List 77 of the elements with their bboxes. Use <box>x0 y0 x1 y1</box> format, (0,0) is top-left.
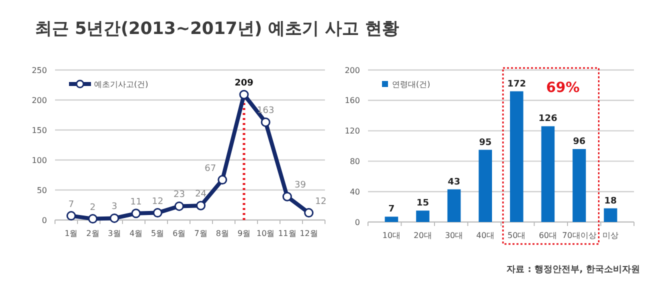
chart-title: 최근 5년간(2013~2017년) 예초기 사고 현황 <box>35 19 399 39</box>
point <box>152 208 162 218</box>
y-tick-label: 250 <box>32 66 47 75</box>
x-tick-label: 40대 <box>476 231 494 240</box>
y-tick-label: 150 <box>32 126 47 135</box>
x-tick-label: 3월 <box>108 229 121 238</box>
x-tick-label: 11월 <box>278 229 296 238</box>
x-tick-label: 12월 <box>300 229 318 238</box>
x-tick-label: 50대 <box>508 231 526 240</box>
bar <box>416 210 430 222</box>
x-tick-label: 4월 <box>129 229 143 238</box>
data-label: 95 <box>479 138 492 148</box>
x-tick-label: 7월 <box>194 229 208 238</box>
y-tick-label: 80 <box>350 157 360 166</box>
legend-label: 연령대(건) <box>392 80 430 89</box>
data-label: 3 <box>112 202 118 212</box>
point <box>218 175 228 185</box>
bar <box>478 150 492 222</box>
data-label: 11 <box>130 197 142 208</box>
point <box>239 90 249 100</box>
data-label: 23 <box>173 190 185 200</box>
point <box>282 192 292 202</box>
annotation: 69% <box>546 80 580 96</box>
y-tick-label: 160 <box>344 96 360 106</box>
x-tick-label: 30대 <box>444 231 464 240</box>
bar <box>384 216 398 222</box>
data-label: 15 <box>416 198 430 209</box>
x-tick-label: 5월 <box>151 229 164 238</box>
point <box>304 208 314 218</box>
data-label: 7 <box>68 200 74 210</box>
data-label: 209 <box>234 78 254 89</box>
data-label: 96 <box>572 137 586 148</box>
point <box>260 117 270 127</box>
data-label: 172 <box>507 79 526 90</box>
point <box>174 201 184 211</box>
x-tick-label: 20대 <box>414 231 432 240</box>
x-tick-label: 10월 <box>256 229 275 238</box>
x-tick-label: 미상 <box>602 231 619 240</box>
data-label: 12 <box>152 196 164 207</box>
y-tick-label: 40 <box>350 187 360 196</box>
x-tick-label: 2월 <box>86 229 100 238</box>
y-tick-label: 50 <box>36 186 47 195</box>
point <box>66 211 76 221</box>
legend-label: 예초기사고(건) <box>94 80 148 89</box>
bar <box>447 189 461 222</box>
point <box>88 214 98 224</box>
data-label: 12 <box>315 196 327 207</box>
bar <box>604 208 618 222</box>
x-tick-label: 8월 <box>216 229 229 238</box>
data-label: 18 <box>604 196 617 206</box>
x-tick-label: 6월 <box>172 229 186 238</box>
y-tick-label: 200 <box>344 66 360 75</box>
point <box>131 208 141 218</box>
data-label: 43 <box>448 177 460 188</box>
data-label: 126 <box>538 114 558 124</box>
x-tick-label: 1월 <box>64 229 78 238</box>
text: 자료 : 행정안전부, 한국소비자원 <box>506 265 640 275</box>
y-tick-label: 120 <box>344 126 360 136</box>
data-label: 24 <box>195 190 207 200</box>
data-label: 39 <box>294 180 306 191</box>
y-tick-label: 0 <box>42 216 47 225</box>
point <box>196 200 206 210</box>
y-tick-label: 100 <box>32 156 47 165</box>
y-tick-label: 200 <box>32 96 47 105</box>
data-label: 163 <box>257 106 274 116</box>
x-tick-label: 70대이상 <box>562 231 596 240</box>
point <box>110 213 120 223</box>
data-label: 2 <box>90 202 96 213</box>
x-tick-label: 10대 <box>382 231 401 240</box>
data-label: 67 <box>204 164 216 174</box>
bar <box>510 91 524 222</box>
data-label: 7 <box>388 204 395 215</box>
bar <box>572 149 586 222</box>
bar <box>541 126 555 222</box>
x-tick-label: 9월 <box>237 229 251 238</box>
x-tick-label: 60대 <box>538 231 558 240</box>
y-tick-label: 0 <box>354 218 360 227</box>
